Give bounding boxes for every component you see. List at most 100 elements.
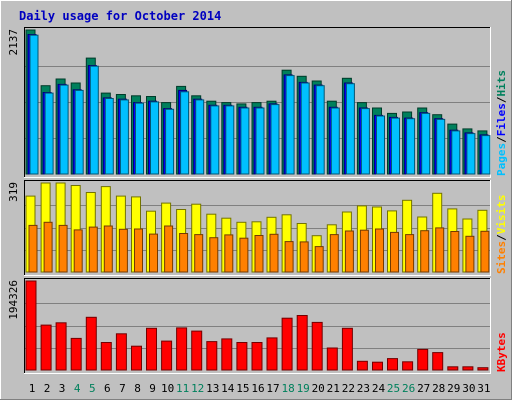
- x-tick-label-day-2: 2: [44, 382, 51, 395]
- bar-kbytes-day-29: [447, 366, 459, 371]
- x-tick-label-day-6: 6: [104, 382, 111, 395]
- bar-pages-day-11: [180, 91, 190, 175]
- x-tick-label-day-26: 26: [402, 382, 415, 395]
- bar-sites-day-3: [58, 224, 68, 273]
- chart-title: Daily usage for October 2014: [19, 9, 221, 23]
- legend-files: Files: [495, 103, 508, 136]
- visits-sites-y-max-label: 319: [7, 182, 20, 202]
- x-tick-label-day-29: 29: [447, 382, 460, 395]
- bar-sites-day-5: [88, 226, 98, 273]
- x-tick-label-day-28: 28: [432, 382, 445, 395]
- bar-kbytes-day-10: [161, 340, 173, 371]
- visits-sites-panel: 319 Sites/Visits: [7, 180, 508, 276]
- x-tick-label-day-18: 18: [281, 382, 294, 395]
- x-tick-label-day-27: 27: [417, 382, 430, 395]
- legend-separator: /: [495, 96, 508, 103]
- x-tick-label-day-9: 9: [149, 382, 156, 395]
- x-tick-label-day-31: 31: [477, 382, 490, 395]
- bar-sites-day-28: [435, 227, 445, 273]
- bar-kbytes-day-24: [372, 361, 383, 371]
- bar-pages-day-10: [165, 108, 175, 175]
- legend-hits: Hits: [495, 70, 508, 97]
- bar-sites-day-22: [344, 230, 354, 273]
- bar-kbytes-day-21: [326, 347, 338, 371]
- bar-kbytes-day-13: [206, 341, 218, 371]
- x-tick-label-day-21: 21: [327, 382, 340, 395]
- bar-kbytes-day-26: [402, 361, 414, 371]
- bar-pages-day-5: [89, 65, 99, 175]
- bar-sites-day-12: [194, 234, 204, 273]
- bar-pages-day-28: [436, 118, 446, 175]
- bar-pages-day-14: [225, 105, 235, 175]
- bar-kbytes-day-6: [100, 342, 112, 371]
- bar-kbytes-day-12: [191, 330, 203, 371]
- kbytes-y-max-label: 194326: [7, 280, 20, 320]
- x-axis-day-labels: 1 2 3 4 5 6 7 8 9 10 11 12 13 14 15 16 17 18 19 20 21 22 23 24 2…: [29, 382, 491, 395]
- legend-separator: /: [495, 136, 508, 143]
- bar-sites-day-9: [149, 233, 158, 273]
- bar-sites-day-30: [465, 235, 475, 273]
- bar-pages-day-16: [255, 107, 265, 175]
- visits-sites-legend: Sites/Visits: [495, 195, 508, 275]
- bar-kbytes-day-27: [417, 348, 429, 371]
- x-tick-label-day-12: 12: [191, 382, 204, 395]
- bar-pages-day-1: [29, 34, 39, 175]
- bar-sites-day-7: [118, 228, 128, 273]
- x-tick-label-day-15: 15: [236, 382, 249, 395]
- bar-sites-day-6: [103, 225, 113, 273]
- bar-kbytes-day-25: [387, 358, 398, 371]
- bar-pages-day-25: [391, 117, 400, 175]
- bar-kbytes-day-16: [251, 342, 263, 371]
- bar-sites-day-18: [284, 241, 294, 273]
- x-tick-label-day-24: 24: [372, 382, 386, 395]
- bar-sites-day-1: [28, 224, 38, 273]
- bar-pages-day-22: [345, 83, 355, 175]
- bar-kbytes-day-20: [311, 321, 323, 371]
- bar-sites-day-26: [405, 234, 415, 273]
- bar-sites-day-15: [239, 237, 249, 273]
- bar-kbytes-day-9: [146, 327, 157, 371]
- bar-sites-day-16: [254, 235, 264, 273]
- hits-files-pages-legend: Pages/Files/Hits: [495, 70, 508, 176]
- bar-sites-day-21: [329, 234, 339, 273]
- x-tick-label-day-19: 19: [297, 382, 310, 395]
- x-tick-label-day-25: 25: [387, 382, 400, 395]
- bar-pages-day-9: [150, 101, 159, 175]
- legend-sites: Sites: [495, 241, 508, 274]
- x-tick-label-day-20: 20: [312, 382, 325, 395]
- bar-kbytes-day-30: [462, 366, 474, 371]
- bar-sites-day-20: [314, 246, 324, 273]
- x-tick-label-day-4: 4: [74, 382, 81, 395]
- bar-pages-day-26: [406, 118, 416, 175]
- bar-sites-day-10: [164, 225, 174, 273]
- bar-pages-day-2: [44, 92, 54, 175]
- bar-sites-day-2: [43, 221, 53, 273]
- x-tick-label-day-1: 1: [29, 382, 36, 395]
- bar-kbytes-day-19: [296, 315, 308, 371]
- bar-pages-day-27: [421, 112, 431, 175]
- x-tick-label-day-13: 13: [206, 382, 219, 395]
- bar-pages-day-8: [135, 102, 144, 175]
- bar-kbytes-day-7: [115, 333, 127, 371]
- bar-pages-day-19: [300, 82, 310, 175]
- bar-pages-day-31: [481, 135, 491, 175]
- bar-kbytes-day-4: [70, 337, 82, 371]
- bar-sites-day-4: [73, 229, 83, 273]
- x-tick-label-day-11: 11: [176, 382, 189, 395]
- kbytes-panel: 194326 KBytes: [7, 278, 508, 374]
- x-tick-label-day-8: 8: [134, 382, 141, 395]
- x-tick-label-day-7: 7: [119, 382, 126, 395]
- bar-pages-day-24: [376, 115, 385, 175]
- bar-pages-day-12: [195, 99, 205, 175]
- x-tick-label-day-23: 23: [357, 382, 370, 395]
- bar-pages-day-23: [360, 108, 370, 175]
- bar-kbytes-day-23: [356, 360, 368, 371]
- bar-kbytes-day-22: [341, 327, 353, 371]
- bar-sites-day-13: [209, 237, 219, 273]
- bar-kbytes-day-15: [236, 342, 248, 371]
- bar-pages-day-18: [285, 75, 295, 175]
- bar-sites-day-31: [480, 230, 490, 273]
